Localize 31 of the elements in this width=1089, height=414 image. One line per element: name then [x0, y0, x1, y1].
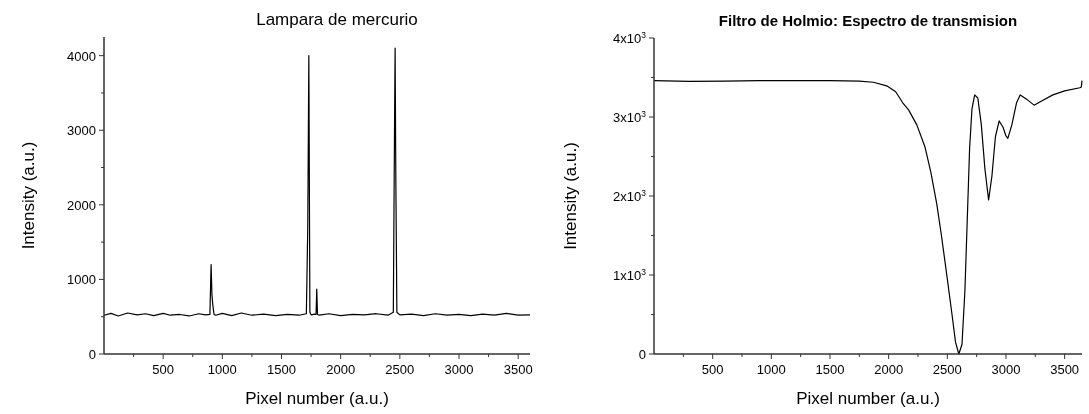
- x-axis-title: Pixel number (a.u.): [245, 389, 389, 408]
- x-tick-label: 2500: [385, 362, 415, 377]
- x-tick-label: 500: [701, 362, 724, 377]
- chart-title: Lampara de mercurio: [256, 10, 418, 29]
- y-tick-label: 4000: [67, 48, 96, 64]
- x-tick-label: 1000: [207, 362, 237, 377]
- y-tick-label: 0: [88, 347, 96, 362]
- x-tick-label: 3500: [1050, 362, 1080, 377]
- line-series: [103, 47, 531, 317]
- y-tick-label: 3x10$^{3}$: [613, 109, 647, 125]
- x-tick-label: 2000: [326, 362, 356, 377]
- x-tick-label: 1000: [756, 362, 786, 377]
- x-tick-label: 3500: [503, 362, 533, 377]
- x-tick-label: 3000: [444, 362, 474, 377]
- y-tick-label: 4x10$^{3}$: [613, 30, 647, 46]
- y-tick-label: 1000: [67, 272, 96, 288]
- x-tick-label: 500: [152, 362, 175, 377]
- x-axis-title: Pixel number (a.u.): [796, 389, 940, 408]
- y-tick-label: 3000: [67, 123, 96, 139]
- x-tick-label: 2500: [932, 362, 962, 377]
- chart-title: Filtro de Holmio: Espectro de transmision: [718, 12, 1018, 29]
- x-tick-label: 3000: [991, 362, 1021, 377]
- x-tick-label: 2000: [874, 362, 904, 377]
- y-axis-title: Intensity (a.u.): [19, 141, 38, 250]
- y-tick-label: 2000: [67, 197, 96, 213]
- y-axis-title: Intensity (a.u.): [561, 142, 580, 250]
- x-tick-label: 1500: [267, 362, 296, 377]
- y-tick-label: 2x10$^{3}$: [613, 188, 647, 204]
- y-tick-label: 0: [638, 347, 646, 362]
- y-tick-label: 1x10$^{3}$: [613, 267, 647, 283]
- x-tick-label: 1500: [815, 362, 845, 377]
